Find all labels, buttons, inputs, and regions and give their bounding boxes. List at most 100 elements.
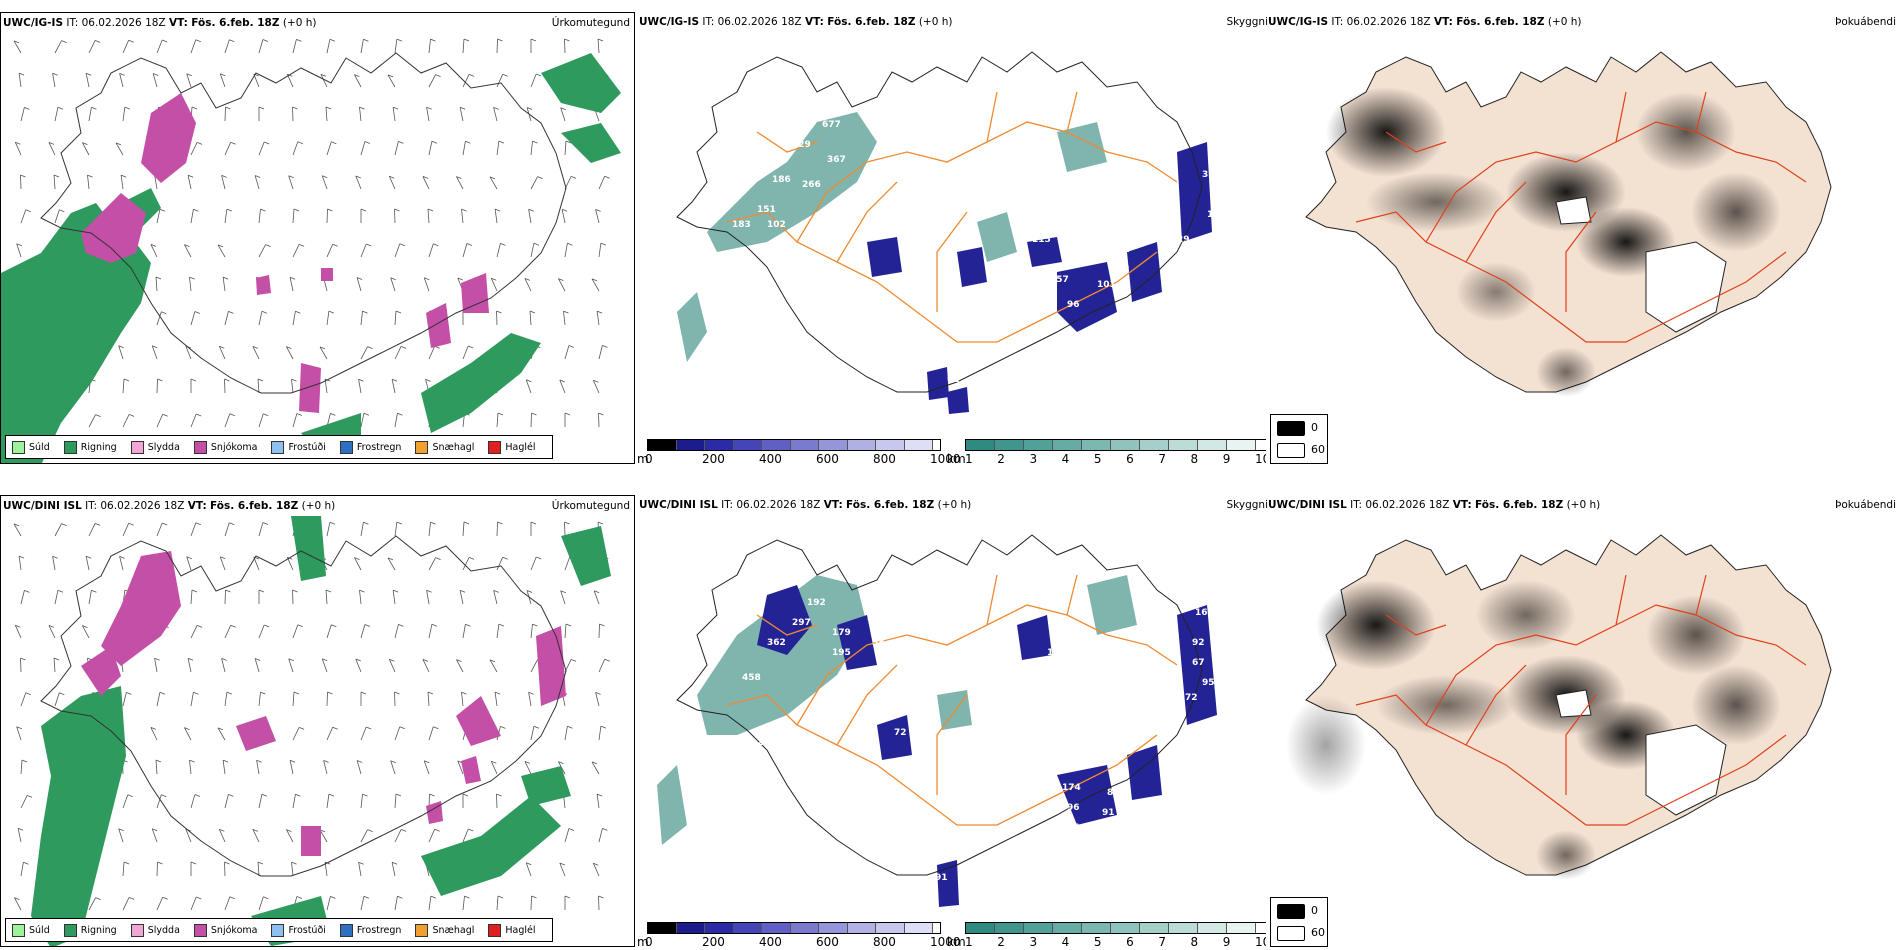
visibility-value-label: 76 [927, 858, 940, 868]
visibility-value-label: 151 [757, 205, 776, 215]
visibility-value-label: 448 [787, 578, 806, 588]
colorbar-tick: 4 [1061, 452, 1070, 464]
fog-legend: 0 60 [1270, 414, 1328, 464]
legend-item-5: Frostregn [339, 440, 401, 454]
colorbar-tick: 800 [873, 935, 896, 947]
panel-header: UWC/IG-IS IT: 06.02.2026 18Z VT: Fös. 6.… [639, 16, 953, 28]
legend-label: Haglél [505, 924, 536, 936]
precip-type-panel-row2: UWC/DINI ISL IT: 06.02.2026 18Z VT: Fös.… [0, 495, 635, 947]
legend-swatch [271, 440, 285, 454]
colorbar-tick: 400 [759, 452, 782, 464]
fog-legend: 0 60 [1270, 897, 1328, 947]
precip-snow-areas [81, 551, 566, 856]
visibility-value-label: 145 [1055, 205, 1074, 215]
colorbar-tick: 5 [1093, 935, 1102, 947]
visibility-value-label: 125 [1052, 668, 1071, 678]
visibility-value-label: 102 [767, 220, 786, 230]
panel-header: UWC/IG-IS IT: 06.02.2026 18Z VT: Fös. 6.… [3, 17, 317, 29]
visibility-panel-row1: UWC/IG-IS IT: 06.02.2026 18Z VT: Fös. 6.… [637, 12, 1272, 464]
roads [726, 574, 1178, 826]
colorbar-tick: 6 [1126, 452, 1134, 464]
wind-barbs [13, 521, 610, 911]
visibility-teal-areas [657, 575, 1137, 845]
visibility-value-label: 62 [947, 375, 960, 385]
visibility-value-label: 367 [827, 155, 846, 165]
precip-type-legend: Súld Rigning Slydda Snjókoma Frostúði Frostre… [5, 918, 553, 942]
visibility-value-label: 58 [872, 638, 885, 648]
colorbar-tick: 200 [702, 935, 725, 947]
legend-swatch [488, 923, 502, 937]
precip-green-areas [31, 516, 611, 946]
visibility-value-label: 67 [1192, 658, 1205, 668]
cloudbase-colorbar: m 0 200 400 600 800 1000 [637, 918, 961, 947]
legend-item-6: Snæhagl [415, 923, 474, 937]
legend-item-5: Frostregn [339, 923, 402, 937]
colorbar-tick: 0 [645, 935, 653, 947]
cloudbase-blue-areas [757, 585, 1217, 907]
roads [1355, 91, 1807, 343]
colorbar-tick: 800 [873, 452, 896, 464]
colorbar-tick: 200 [702, 452, 725, 464]
iceland-coastline [40, 52, 567, 394]
visibility-value-label: 72 [1185, 693, 1198, 703]
legend-item-3: Snjókoma [193, 923, 257, 937]
visibility-value-label: 138 [1047, 648, 1066, 658]
colorbar-tick: 9 [1222, 452, 1231, 464]
legend-label: Haglél [505, 441, 536, 453]
visibility-value-label: 82 [967, 240, 980, 250]
legend-swatch [488, 440, 502, 454]
visibility-value-label: 195 [832, 648, 851, 658]
visibility-value-label: 192 [807, 598, 826, 608]
legend-item-0: Súld [12, 923, 50, 937]
legend-swatch [193, 923, 207, 937]
colorbar-tick: 6 [1126, 935, 1134, 947]
colorbar-tick: 1 [965, 452, 973, 464]
legend-swatch [415, 923, 429, 937]
iceland-coastline [40, 535, 567, 877]
visibility-value-labels: 273 478 677 329 367 186 266 151 102 183 77 82 157 101… [732, 105, 1226, 385]
visibility-value-label: 72 [894, 728, 907, 738]
colorbar-tick: 8 [1190, 935, 1199, 947]
visibility-value-label: 677 [822, 120, 841, 130]
legend-label: Snæhagl [432, 441, 475, 453]
colorbar-tick: 2 [997, 452, 1005, 464]
visibility-value-label: 329 [792, 140, 811, 150]
legend-swatch [415, 440, 429, 454]
visibility-value-label: 96 [1067, 300, 1080, 310]
visibility-value-label: 179 [832, 628, 851, 638]
legend-item-2: Slydda [130, 440, 180, 454]
visibility-value-label: 478 [787, 125, 806, 135]
panel-title: Þokuábendi [1835, 16, 1896, 28]
visibility-value-label: 167 [1195, 608, 1214, 618]
panel-title: Úrkomutegund [551, 500, 630, 512]
legend-item-4: Frostúði [271, 440, 326, 454]
colorbar-tick: 600 [816, 935, 839, 947]
iceland-coastline [676, 534, 1203, 876]
visibility-colorbar: km 1 2 3 4 5 6 7 8 9 10 [947, 918, 1270, 947]
legend-label: Frostúði [288, 924, 326, 936]
colorbar-tick: 2 [997, 935, 1005, 947]
visibility-value-label: 98 [1117, 265, 1130, 275]
iceland-coastline [676, 51, 1203, 393]
colorbar-tick: 3 [1029, 452, 1038, 464]
fog-map-row2 [1286, 534, 1832, 880]
visibility-map-row1: 273 478 677 329 367 186 266 151 102 183 77 82 157 101… [676, 51, 1226, 414]
precip-type-legend: Súld Rigning Slydda Snjókoma Frostúði Frostre… [5, 435, 553, 459]
legend-item-3: Snjókoma [193, 440, 257, 454]
legend-label: Frostregn [356, 924, 402, 936]
visibility-value-label: 174 [1062, 783, 1081, 793]
legend-swatch [193, 440, 207, 454]
visibility-colorbar: km 1 2 3 4 5 6 7 8 9 10 [947, 435, 1270, 464]
visibility-value-label: 209 [867, 613, 886, 623]
colorbar-tick: 9 [1222, 935, 1231, 947]
fog-map-row1 [1305, 51, 1832, 397]
visibility-value-label: 273 [797, 105, 816, 115]
legend-swatch [12, 923, 25, 937]
legend-swatch [130, 440, 144, 454]
legend-item-7: Haglél [488, 923, 536, 937]
colorbar-tick: 1 [965, 935, 973, 947]
legend-label: Rigning [80, 441, 117, 453]
legend-item-2: Slydda [130, 923, 180, 937]
visibility-value-label: 362 [767, 638, 786, 648]
